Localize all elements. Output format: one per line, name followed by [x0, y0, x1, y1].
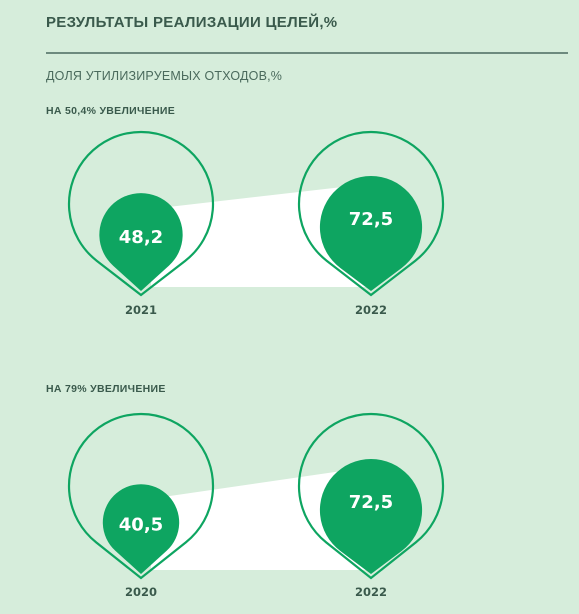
comparison-chart-2: 40,5 72,5 2020 2022 [67, 412, 445, 599]
bubble-2020 [102, 484, 180, 574]
title-divider [46, 52, 568, 54]
growth-band [151, 466, 371, 570]
bubble-2022 [319, 459, 423, 574]
year-label-2021: 2021 [125, 303, 157, 317]
bubble-2022 [319, 176, 423, 291]
chart-subtitle: ДОЛЯ УТИЛИЗИРУЕМЫХ ОТХОДОВ,% [46, 69, 283, 83]
ring-right [297, 412, 445, 580]
value-label-2022: 72,5 [349, 209, 393, 230]
growth-band [151, 183, 371, 287]
year-label-2020: 2020 [125, 585, 157, 599]
value-label-2020: 40,5 [119, 514, 163, 535]
ring-right [297, 130, 445, 297]
increase-annotation-2: НА 79% УВЕЛИЧЕНИЕ [46, 383, 166, 395]
ring-left [67, 412, 215, 580]
comparison-chart-1: 48,2 72,5 2021 2022 [67, 130, 445, 317]
value-label-2021: 48,2 [119, 227, 163, 248]
bubble-2021 [99, 193, 183, 291]
page-title: РЕЗУЛЬТАТЫ РЕАЛИЗАЦИИ ЦЕЛЕЙ,% [46, 14, 338, 31]
year-label-2022: 2022 [355, 585, 387, 599]
increase-annotation-1: НА 50,4% УВЕЛИЧЕНИЕ [46, 105, 176, 117]
value-label-2022: 72,5 [349, 492, 393, 513]
ring-left [67, 130, 215, 297]
year-label-2022: 2022 [355, 303, 387, 317]
